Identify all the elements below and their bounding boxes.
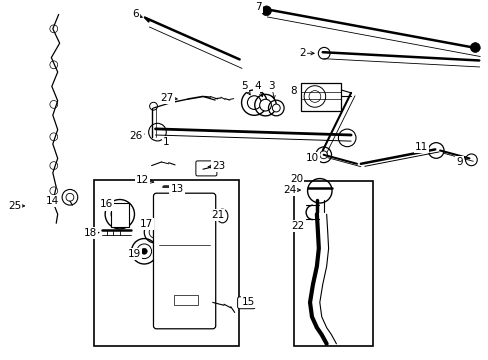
Text: 26: 26 — [129, 131, 142, 141]
Circle shape — [427, 143, 443, 158]
Circle shape — [148, 123, 166, 141]
Text: 16: 16 — [100, 199, 113, 210]
Text: 27: 27 — [160, 93, 174, 103]
Text: 7: 7 — [254, 2, 261, 12]
Text: 6: 6 — [132, 9, 139, 19]
Text: 21: 21 — [210, 210, 224, 220]
Ellipse shape — [217, 209, 227, 223]
Circle shape — [338, 129, 355, 147]
Circle shape — [247, 96, 261, 109]
Text: 22: 22 — [291, 221, 305, 231]
Bar — [94, 180, 238, 346]
Text: 8: 8 — [289, 86, 296, 96]
Text: 25: 25 — [8, 201, 21, 211]
Circle shape — [66, 193, 74, 201]
Text: 13: 13 — [170, 184, 183, 194]
Bar — [173, 295, 198, 305]
Text: 11: 11 — [414, 142, 427, 152]
Circle shape — [319, 151, 327, 159]
Text: 24: 24 — [282, 185, 296, 195]
Circle shape — [141, 248, 147, 254]
Circle shape — [261, 6, 271, 16]
Text: 12: 12 — [136, 175, 149, 185]
Circle shape — [137, 244, 151, 258]
Circle shape — [259, 99, 271, 111]
Circle shape — [105, 199, 134, 229]
Text: 3: 3 — [268, 81, 275, 91]
Bar — [111, 203, 129, 227]
Circle shape — [318, 48, 329, 59]
Text: 9: 9 — [455, 157, 462, 167]
Text: 4: 4 — [254, 81, 261, 91]
Bar — [293, 181, 372, 346]
Text: 18: 18 — [83, 228, 97, 238]
Text: 5: 5 — [241, 81, 247, 91]
Text: 19: 19 — [127, 249, 141, 259]
Circle shape — [149, 226, 161, 238]
Text: 17: 17 — [140, 219, 153, 229]
Text: 1: 1 — [163, 137, 169, 147]
Circle shape — [272, 104, 280, 112]
Text: 10: 10 — [305, 153, 318, 163]
Text: 2: 2 — [298, 48, 305, 58]
FancyBboxPatch shape — [196, 161, 217, 176]
Text: 20: 20 — [289, 174, 302, 184]
FancyBboxPatch shape — [153, 193, 215, 329]
Text: 15: 15 — [241, 297, 255, 307]
Bar — [301, 83, 341, 111]
Circle shape — [111, 206, 128, 223]
Circle shape — [469, 42, 479, 53]
Text: 23: 23 — [212, 161, 225, 171]
Circle shape — [465, 154, 476, 166]
Text: 14: 14 — [46, 196, 60, 206]
FancyBboxPatch shape — [237, 297, 255, 309]
